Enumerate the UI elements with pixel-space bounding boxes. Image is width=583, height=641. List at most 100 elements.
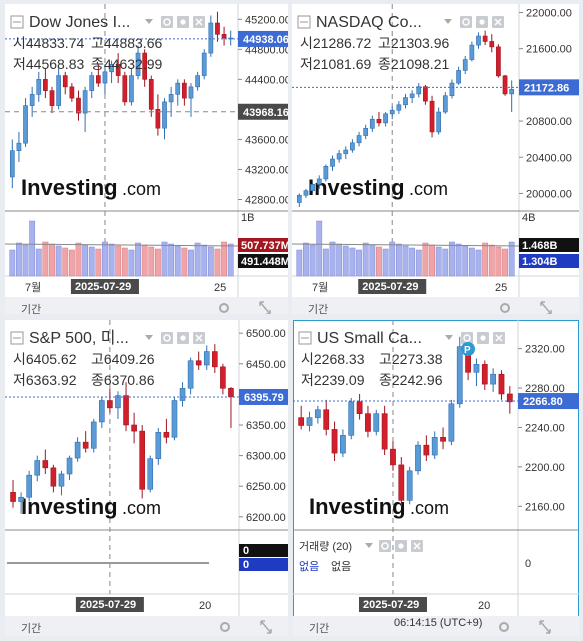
candle	[462, 55, 468, 75]
price-tick-label: 6250.00	[246, 481, 286, 493]
settings-icon[interactable]	[379, 540, 391, 552]
volume-bar	[356, 249, 362, 277]
candle	[298, 405, 305, 430]
candle	[506, 386, 513, 414]
volume-bar	[322, 248, 329, 277]
volume-label-primary: 1.468B	[522, 240, 558, 252]
volume-bar	[35, 248, 42, 277]
chart-title: Dow Jones I...	[29, 14, 130, 31]
candle	[415, 441, 421, 475]
chart-panel-1[interactable]: 45200.00 44800.00 44400.00 43600.00 43200.00…	[5, 4, 288, 314]
volume-tick-label: 4B	[522, 212, 535, 224]
last-price-label: 21172.86	[524, 82, 569, 94]
candle	[182, 79, 187, 106]
price-tick-label: 44400.00	[245, 74, 288, 86]
candle	[16, 131, 22, 162]
chart-header[interactable]: S&P 500, 미...	[10, 329, 205, 347]
volume-bar	[376, 246, 382, 277]
candlestick-chart[interactable]: 22000.00 21600.00 20800.00 20400.00 20000.00…	[292, 4, 579, 314]
ohlc-high: 고6409.26	[91, 351, 155, 367]
candle	[82, 431, 89, 453]
ohlc-open: 시2268.33	[301, 351, 365, 367]
ohlc-low: 저44568.83	[13, 56, 84, 72]
candlestick-chart[interactable]: 6500.006450.006400.006350.006300.006250.…	[5, 320, 288, 636]
candle	[23, 98, 28, 147]
chart-panel-2[interactable]: 22000.00 21600.00 20800.00 20400.00 20000.00…	[292, 4, 579, 314]
settings-icon[interactable]	[461, 332, 473, 344]
ohlc-low: 저6363.92	[13, 372, 77, 388]
candle	[188, 83, 194, 117]
volume-bar	[141, 244, 148, 277]
volume-label-secondary: 491.448M	[241, 256, 288, 268]
volume-bar	[95, 248, 102, 277]
ohlc-high: 고21303.96	[378, 35, 449, 51]
settings-icon[interactable]	[460, 16, 472, 28]
volume-bar	[482, 242, 489, 277]
candle	[107, 388, 113, 413]
candle	[76, 90, 81, 121]
candlestick-chart[interactable]: 45200.00 44800.00 44400.00 43600.00 43200.00…	[5, 4, 288, 314]
candle	[102, 64, 108, 95]
candle	[115, 391, 121, 419]
crosshair-date-label: 2025-07-29	[362, 281, 418, 293]
chart-panel-4[interactable]: 2320.00 2280.00 2240.00 2200.00 2160.00 Inves…	[293, 320, 579, 636]
candle	[442, 92, 448, 114]
candle	[509, 80, 515, 113]
candle	[490, 368, 497, 392]
candle	[26, 470, 32, 502]
candle	[187, 357, 194, 395]
x-tick-label: 7월	[312, 281, 328, 294]
candle	[343, 146, 349, 160]
candle	[142, 49, 148, 87]
candle	[350, 139, 355, 153]
candle	[220, 363, 226, 395]
volume-bar	[68, 249, 75, 277]
candle	[135, 45, 141, 80]
volume-tick-label: 1B	[241, 212, 254, 224]
candle	[62, 71, 68, 95]
volume-bar	[369, 244, 376, 277]
candle	[303, 188, 309, 198]
candle	[29, 86, 35, 117]
candle	[356, 393, 363, 420]
volume-bar	[135, 242, 141, 277]
volume-bar	[9, 249, 16, 277]
candlestick-chart[interactable]: 2320.00 2280.00 2240.00 2200.00 2160.00 Inves…	[293, 320, 579, 636]
period-button: 기간	[308, 303, 328, 314]
svg-text:.com: .com	[122, 179, 161, 199]
candle	[10, 480, 16, 508]
volume-bar	[468, 247, 475, 277]
volume-bar	[508, 241, 515, 277]
candle	[221, 26, 227, 46]
status-bar: 06:14:15 (UTC+9)	[394, 617, 482, 629]
price-tick-label: 2200.00	[525, 462, 565, 474]
candle	[323, 164, 329, 182]
candle	[316, 175, 322, 189]
crosshair-date-label: 2025-07-29	[363, 599, 419, 611]
chart-header[interactable]: Dow Jones I...	[10, 14, 205, 31]
price-tick-label: 2320.00	[525, 344, 565, 356]
volume-bar	[349, 247, 356, 277]
volume-bar	[402, 245, 409, 277]
candle	[398, 457, 405, 507]
price-tick-label: 6300.00	[246, 451, 286, 463]
svg-text:Investing: Investing	[308, 175, 405, 200]
investing-watermark: Investing .com	[308, 175, 448, 200]
chart-header[interactable]: NASDAQ Co...	[297, 14, 504, 31]
svg-text:Investing: Investing	[309, 494, 406, 519]
settings-icon[interactable]	[161, 332, 173, 344]
candle	[356, 131, 362, 147]
svg-text:.com: .com	[410, 498, 449, 518]
volume-bar	[329, 241, 336, 277]
chart-header[interactable]: US Small Ca...	[298, 330, 505, 347]
crosshair-date-label: 2025-07-29	[75, 281, 131, 293]
crosshair-price-label: 43968.16	[243, 107, 288, 119]
candle	[162, 98, 167, 140]
settings-icon[interactable]	[161, 16, 173, 28]
chart-panel-3[interactable]: 6500.006450.006400.006350.006300.006250.…	[5, 320, 288, 636]
ohlc-high: 고44883.66	[91, 35, 162, 51]
candle	[148, 75, 154, 117]
candle	[195, 351, 202, 370]
price-tick-label: 6450.00	[246, 359, 286, 371]
volume-bar	[168, 243, 175, 277]
